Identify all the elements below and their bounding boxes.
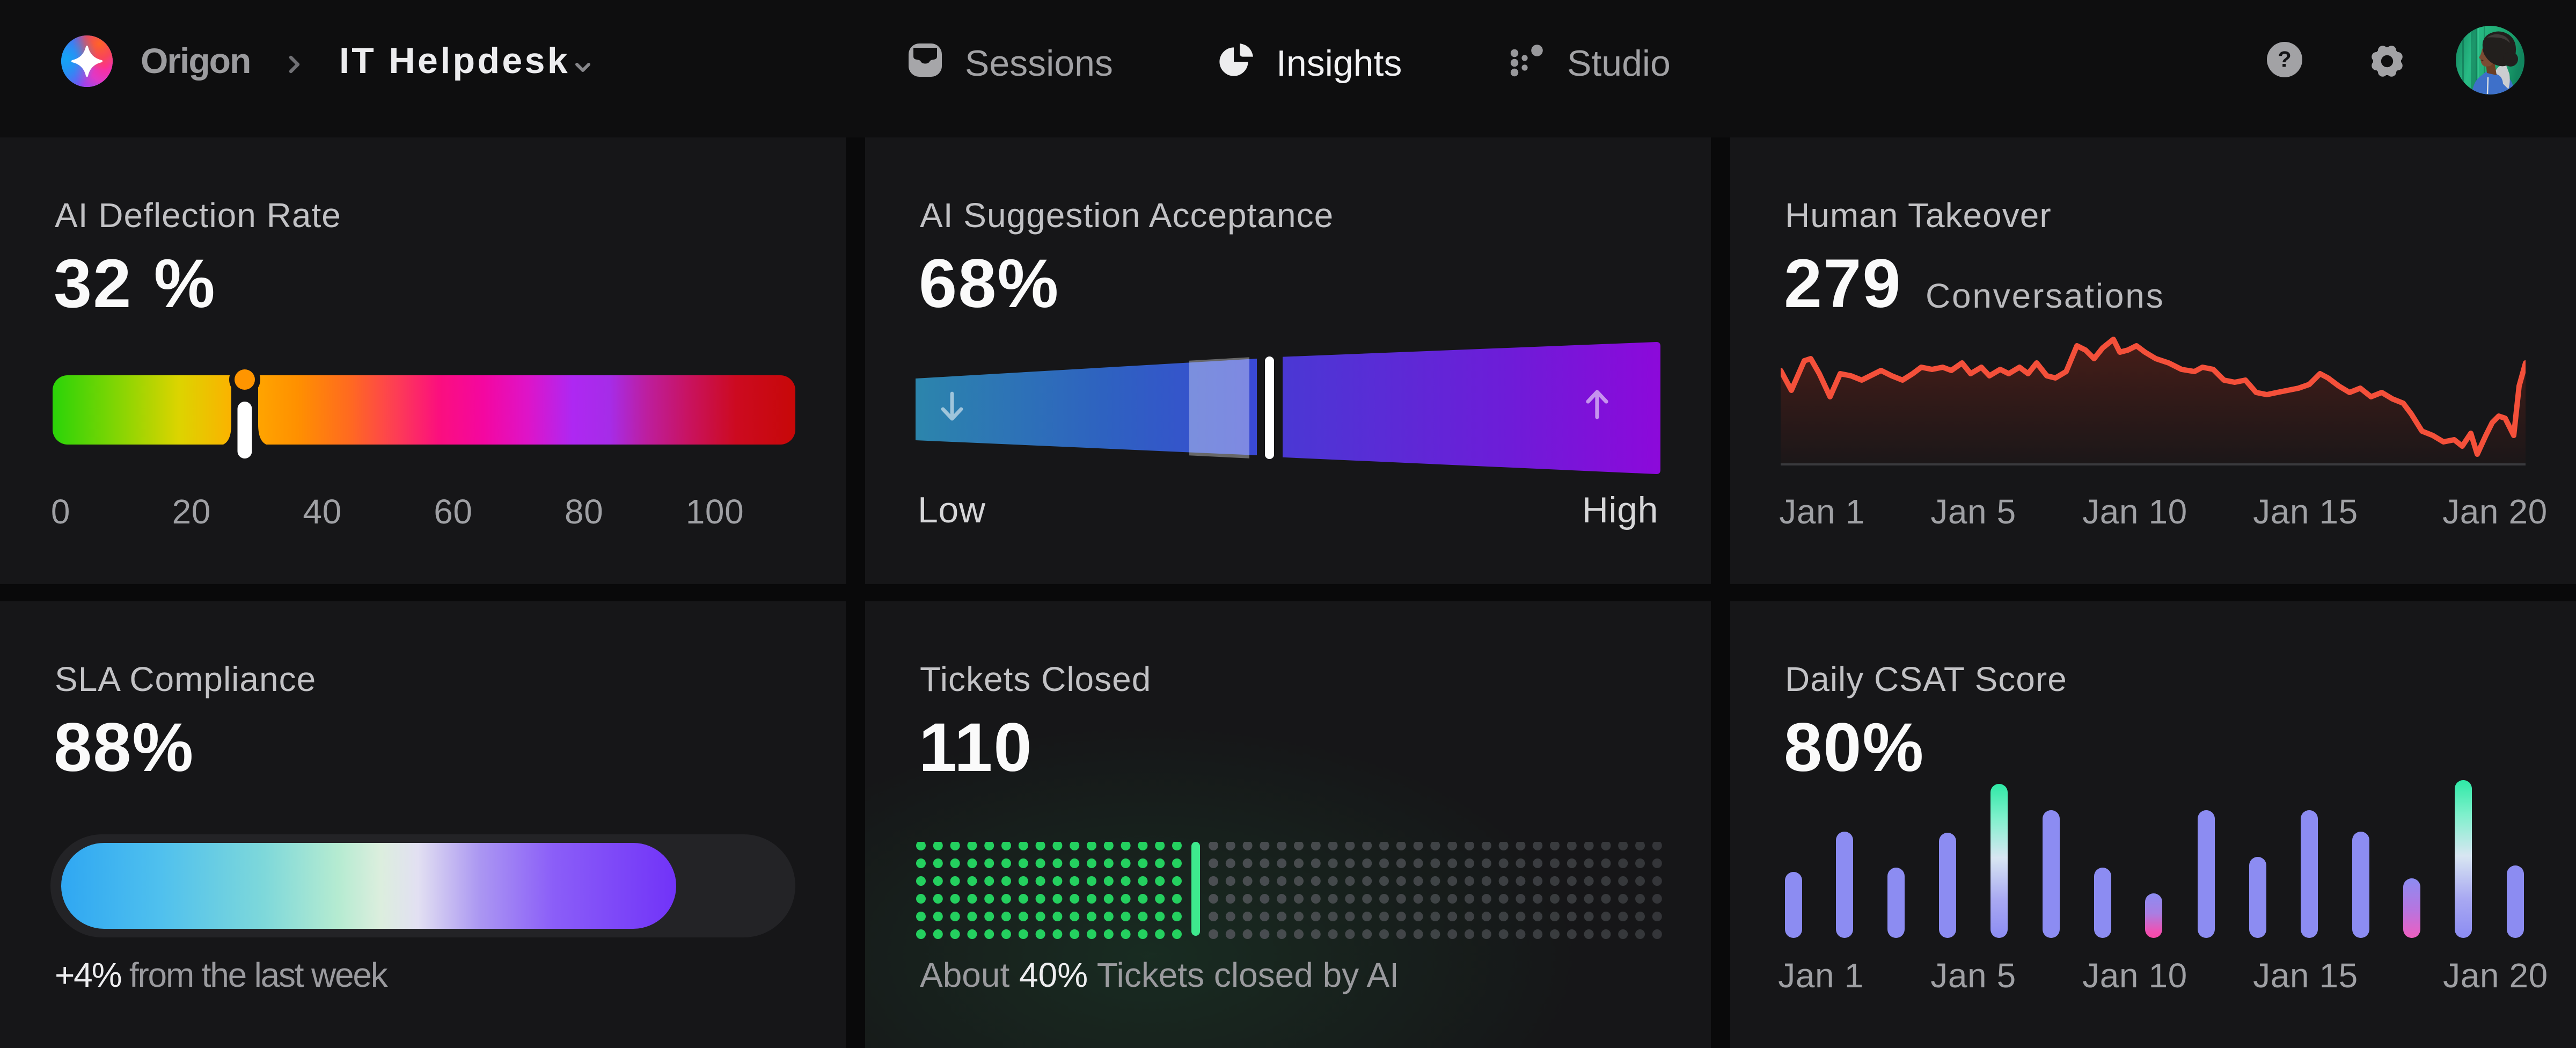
svg-text:?: ? (2278, 46, 2292, 71)
